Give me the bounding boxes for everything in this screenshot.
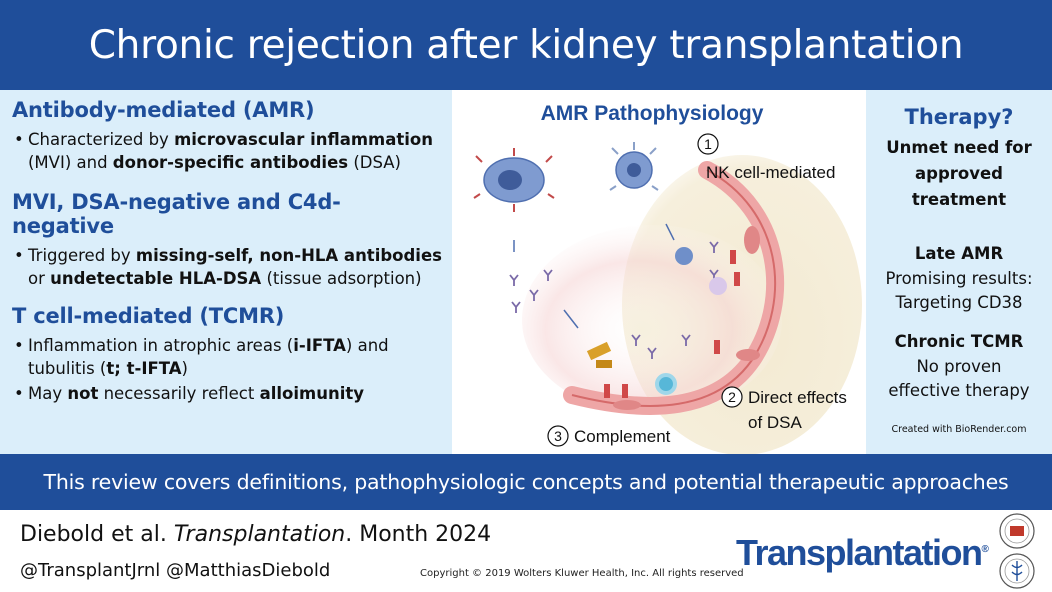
- left-panel: Antibody-mediated (AMR) Characterized by…: [0, 90, 452, 454]
- label-1-marker: [697, 133, 719, 155]
- society-seal-icon: [999, 513, 1035, 549]
- amr-title: Antibody-mediated (AMR): [12, 98, 315, 122]
- footer: Diebold et al. Transplantation. Month 20…: [0, 510, 1052, 592]
- endothelial-nucleus: [613, 400, 641, 410]
- pathophysiology-illustration: AMR Pathophysiology: [473, 102, 862, 454]
- immune-cell-left: [473, 148, 555, 212]
- monocyte-cell: [709, 277, 727, 295]
- endothelial-nucleus: [736, 349, 760, 361]
- amr-section: Antibody-mediated (AMR) Characterized by…: [12, 98, 442, 174]
- label-3-number: 3: [554, 428, 562, 444]
- nk-cell-small: [675, 247, 693, 265]
- tcmr-section: T cell-mediated (TCMR) Inflammation in a…: [12, 304, 442, 405]
- late-amr-line2: Targeting CD38: [895, 293, 1023, 312]
- neutrophil-cell: [655, 373, 677, 395]
- diagram-title: AMR Pathophysiology: [541, 102, 764, 125]
- label-3-marker: [547, 425, 569, 447]
- label-direct-effects-line1: Direct effects: [748, 388, 847, 407]
- label-2-number: 2: [728, 389, 736, 405]
- review-banner: This review covers definitions, pathophy…: [0, 454, 1052, 510]
- arrow-icon: [563, 309, 579, 329]
- tcmr-bullet-1: Inflammation in atrophic areas (i-IFTA) …: [12, 334, 442, 380]
- amr-bullet: Characterized by microvascular inflammat…: [12, 128, 442, 174]
- unmet-need-line3: treatment: [911, 190, 1007, 209]
- arrow-icon: [665, 223, 675, 241]
- copyright: Copyright © 2019 Wolters Kluwer Health, …: [420, 568, 744, 579]
- mvi-bullet: Triggered by missing-self, non-HLA antib…: [12, 244, 442, 290]
- therapy-panel: Therapy? Unmet need for approved treatme…: [866, 90, 1052, 454]
- late-amr-line1: Promising results:: [885, 269, 1033, 288]
- complement-complex: [586, 341, 612, 368]
- social-handles: @TransplantJrnl @MatthiasDiebold: [20, 560, 331, 581]
- therapy-title: Therapy?: [904, 105, 1014, 129]
- unmet-need-line1: Unmet need for: [886, 138, 1032, 157]
- chronic-tcmr-line2: effective therapy: [888, 381, 1030, 400]
- pathophysiology-diagram: AMR Pathophysiology: [452, 90, 866, 454]
- tcmr-title: T cell-mediated (TCMR): [12, 304, 285, 328]
- citation: Diebold et al. Transplantation. Month 20…: [20, 522, 492, 547]
- journal-logo: Transplantation®: [736, 532, 989, 573]
- label-1-number: 1: [704, 136, 712, 152]
- society-emblem-icon: [999, 553, 1035, 589]
- label-2-marker: [721, 386, 743, 408]
- mvi-title: MVI, DSA-negative and C4d-negative: [12, 190, 341, 238]
- review-text: This review covers definitions, pathophy…: [43, 470, 1009, 494]
- chronic-tcmr-line1: No proven: [916, 357, 1002, 376]
- vessel-lumen: [522, 225, 782, 415]
- main-title: Chronic rejection after kidney transplan…: [88, 22, 964, 68]
- late-amr-title: Late AMR: [914, 244, 1004, 263]
- header-banner: Chronic rejection after kidney transplan…: [0, 0, 1052, 90]
- mvi-section: MVI, DSA-negative and C4d-negative Trigg…: [12, 190, 442, 290]
- label-nk-cell: NK cell-mediated: [706, 163, 835, 182]
- unmet-need-line2: approved: [915, 164, 1003, 183]
- label-complement: Complement: [574, 427, 671, 446]
- chronic-tcmr-title: Chronic TCMR: [894, 332, 1024, 351]
- endothelial-nucleus: [744, 226, 760, 254]
- label-direct-effects-line2: of DSA: [748, 413, 803, 432]
- endothelial-receptors: [604, 250, 740, 398]
- nk-cell: [609, 142, 659, 191]
- biorender-credit: Created with BioRender.com: [891, 424, 1027, 435]
- tcmr-bullet-2: May not necessarily reflect alloimunity: [12, 382, 442, 405]
